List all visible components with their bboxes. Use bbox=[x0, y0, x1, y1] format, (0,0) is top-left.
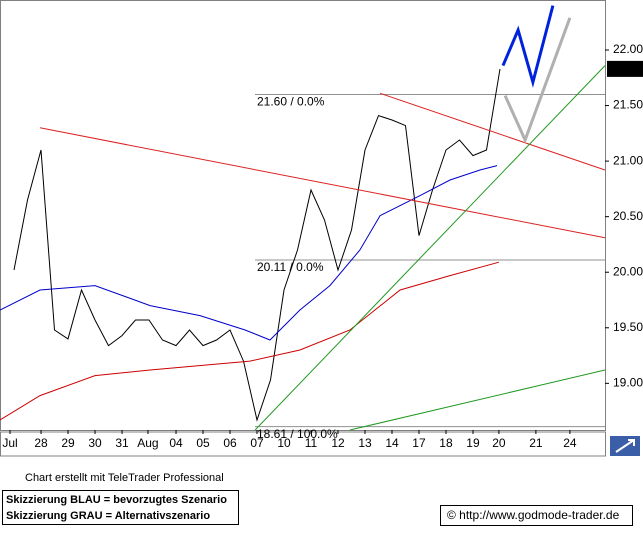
y-tick-label: 21.00 bbox=[613, 153, 643, 167]
copyright-box bbox=[440, 505, 633, 526]
x-tick-label: 14 bbox=[385, 436, 399, 450]
x-tick-label: 24 bbox=[563, 436, 577, 450]
note: Skizzierung BLAU = bevorzugtes Szenario bbox=[6, 494, 227, 506]
series-line bbox=[503, 17, 572, 144]
y-tick-label: 20.00 bbox=[613, 264, 643, 278]
plot-area bbox=[0, 0, 606, 431]
x-tick-label: 06 bbox=[223, 436, 237, 450]
last-price-label: 21.83 bbox=[611, 61, 641, 75]
copyright: © http://www.godmode-trader.de bbox=[447, 508, 620, 522]
series-line bbox=[39, 127, 606, 239]
x-tick-label: 11 bbox=[305, 436, 318, 450]
x-axis-strip bbox=[0, 431, 606, 457]
x-tick-label: 18 bbox=[439, 436, 453, 450]
note: Skizzierung GRAU = Alternativszenario bbox=[6, 510, 210, 522]
x-tick-label: Aug bbox=[137, 436, 158, 450]
x-tick-label: 10 bbox=[277, 436, 291, 450]
fib-label: 20.11 / 0.0% bbox=[257, 260, 324, 274]
x-tick-label: 31 bbox=[115, 436, 129, 450]
x-tick-label: 20 bbox=[492, 436, 506, 450]
y-tick-label: 21.50 bbox=[613, 98, 643, 112]
fib-label: 21.60 / 0.0% bbox=[257, 95, 325, 109]
x-tick-label: Jul bbox=[2, 436, 17, 450]
x-tick-label: 13 bbox=[358, 436, 372, 450]
series-line bbox=[0, 261, 500, 421]
fib-label: 18.61 / 100.0% bbox=[257, 427, 338, 441]
y-tick-label: 20.50 bbox=[613, 209, 643, 223]
series-line bbox=[0, 165, 498, 341]
series-line bbox=[501, 5, 555, 88]
credit: Chart erstellt mit TeleTrader Profession… bbox=[25, 472, 224, 484]
x-tick-label: 28 bbox=[34, 436, 48, 450]
x-tick-label: 19 bbox=[466, 436, 480, 450]
last-price-box bbox=[607, 60, 643, 77]
x-tick-label: 30 bbox=[88, 436, 102, 450]
y-tick-label: 19.00 bbox=[613, 376, 643, 390]
x-tick-label: 29 bbox=[61, 436, 75, 450]
x-tick-label: 12 bbox=[331, 436, 345, 450]
x-tick-label: 07 bbox=[250, 436, 264, 450]
tool-icon-arrow bbox=[615, 439, 635, 453]
series-line bbox=[349, 369, 606, 431]
y-tick-label: 19.50 bbox=[613, 320, 643, 334]
series-line bbox=[13, 68, 501, 422]
y-tick-label: 22.00 bbox=[613, 42, 643, 56]
x-tick-label: 05 bbox=[196, 436, 210, 450]
x-tick-label: 17 bbox=[412, 436, 426, 450]
x-tick-label: 21 bbox=[529, 436, 543, 450]
note-box bbox=[2, 490, 239, 525]
x-tick-label: 04 bbox=[169, 436, 183, 450]
series-line bbox=[379, 92, 606, 171]
series-line bbox=[254, 65, 606, 431]
